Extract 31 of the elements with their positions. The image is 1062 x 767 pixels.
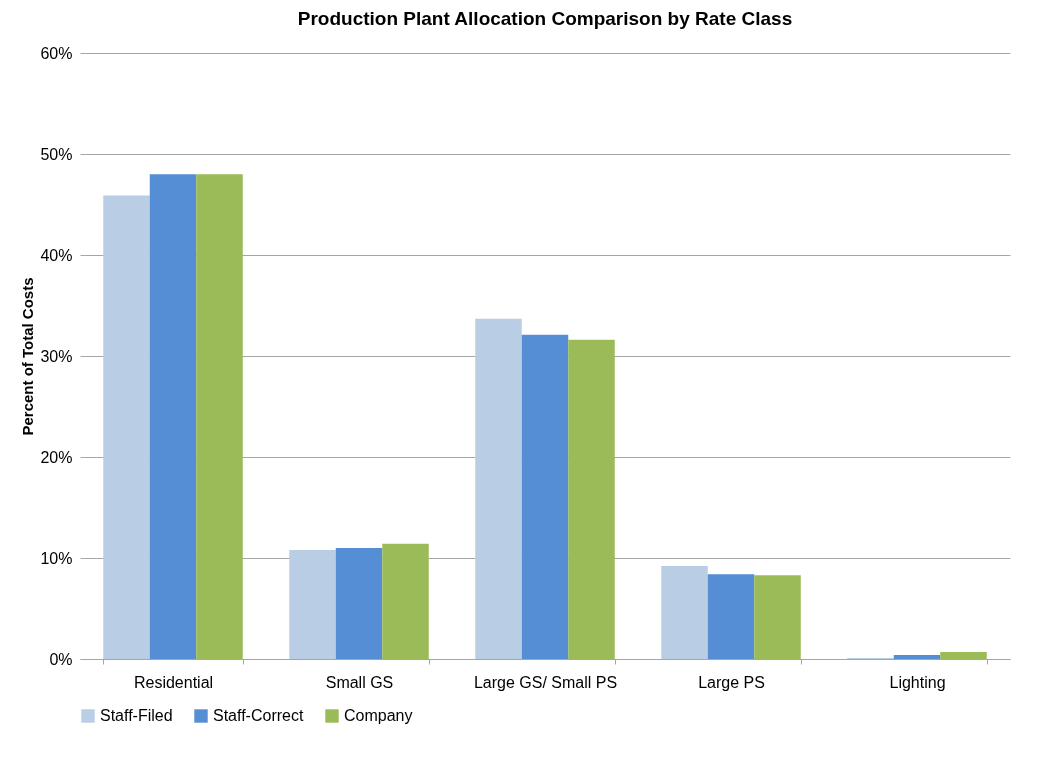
- bar: [754, 575, 801, 659]
- bar: [289, 549, 336, 659]
- y-tick-label: 0%: [49, 650, 73, 668]
- x-tick-label: Large GS/ Small PS: [473, 673, 618, 691]
- bar: [196, 174, 243, 659]
- x-tick-label: Small GS: [325, 673, 394, 691]
- bar: [568, 339, 615, 659]
- y-tick-label: 40%: [40, 246, 73, 264]
- y-tick-label: 30%: [40, 347, 73, 365]
- legend-label: Company: [344, 707, 413, 724]
- x-tick-label: Residential: [133, 673, 214, 691]
- x-tick-label: Lighting: [889, 673, 946, 691]
- bar: [893, 654, 941, 659]
- bar: [335, 547, 383, 659]
- y-tick-label: 60%: [40, 44, 73, 62]
- y-tick-label: 50%: [40, 145, 73, 163]
- x-tick-label: Large PS: [698, 673, 765, 691]
- bar: [707, 574, 755, 659]
- legend-label: Staff-Filed: [100, 707, 173, 724]
- bar: [521, 334, 569, 659]
- bar: [149, 174, 197, 659]
- y-tick-label: 10%: [40, 549, 73, 567]
- y-tick-label: 20%: [40, 448, 73, 466]
- bar: [382, 543, 429, 659]
- bar: [103, 195, 150, 659]
- legend-label: Staff-Correct: [213, 707, 304, 724]
- bar: [661, 566, 708, 659]
- bar: [475, 318, 522, 659]
- y-axis-title: Percent of Total Costs: [19, 277, 37, 436]
- bar: [940, 651, 987, 659]
- chart-title: Production Plant Allocation Comparison by Rate Class: [297, 8, 793, 29]
